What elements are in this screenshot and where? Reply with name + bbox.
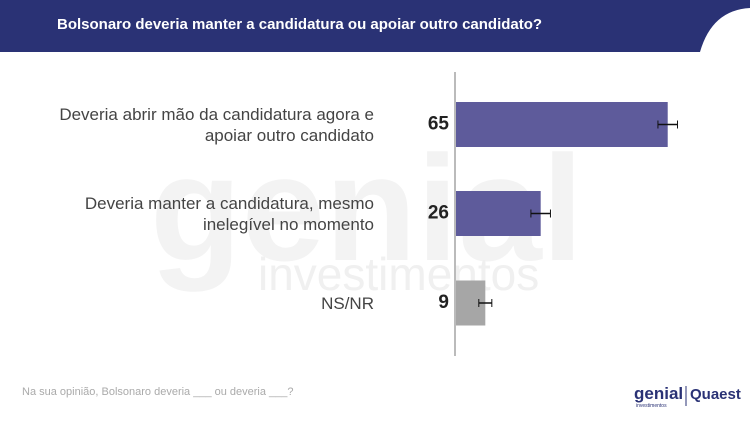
value-label: 65 [428, 114, 450, 135]
bar [456, 191, 541, 236]
watermark: investimentos [258, 248, 539, 300]
logo: genial [634, 384, 683, 403]
chart-title: Bolsonaro deveria manter a candidatura o… [57, 16, 542, 33]
logo: investimentos [636, 403, 667, 409]
logo: Quaest [690, 386, 741, 403]
category-label: NS/NR [321, 293, 374, 313]
category-label: Deveria manter a candidatura, mesmo inel… [84, 193, 374, 234]
footnote: Na sua opinião, Bolsonaro deveria ___ ou… [22, 386, 294, 398]
bar [456, 102, 668, 147]
value-label: 9 [438, 292, 449, 313]
category-label: Deveria abrir mão da candidatura agora e… [59, 104, 374, 145]
value-label: 26 [428, 203, 449, 224]
header-band [0, 0, 750, 52]
